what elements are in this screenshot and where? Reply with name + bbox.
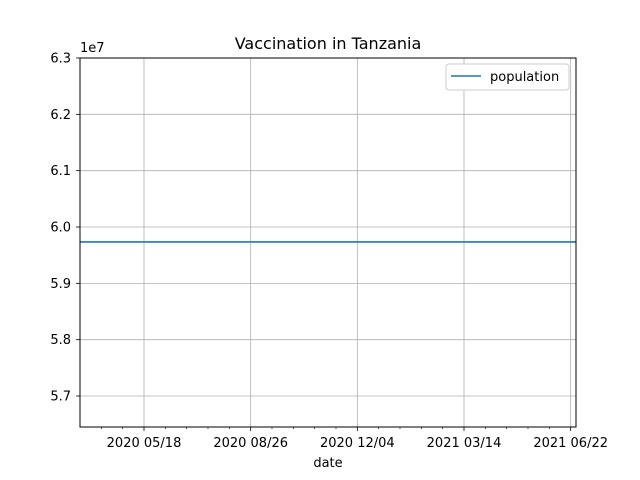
x-tick-label: 2020 12/04 xyxy=(320,436,395,451)
y-tick-label: 5.8 xyxy=(50,333,71,348)
y-offset-label: 1e7 xyxy=(80,41,105,56)
x-axis-label: date xyxy=(313,456,342,471)
x-tick-label: 2021 03/14 xyxy=(427,436,502,451)
y-tick-label: 6.2 xyxy=(50,108,71,123)
legend: population xyxy=(445,63,570,91)
x-tick-label: 2021 06/22 xyxy=(533,436,608,451)
chart-title: Vaccination in Tanzania xyxy=(235,34,422,53)
legend-box xyxy=(445,63,570,91)
y-tick-label: 6.1 xyxy=(50,164,71,179)
axes-frame xyxy=(79,57,577,428)
y-tick-label: 5.9 xyxy=(50,277,71,292)
x-tick-label: 2020 08/26 xyxy=(213,436,288,451)
legend-label-population: population xyxy=(490,70,559,85)
ticks: 2020 05/18 2020 08/26 2020 12/04 2021 03/14… xyxy=(50,52,608,452)
y-tick-label: 6.0 xyxy=(50,221,71,236)
y-tick-label: 6.3 xyxy=(50,52,71,67)
y-tick-label: 5.7 xyxy=(50,390,71,405)
x-tick-label: 2020 05/18 xyxy=(107,436,182,451)
